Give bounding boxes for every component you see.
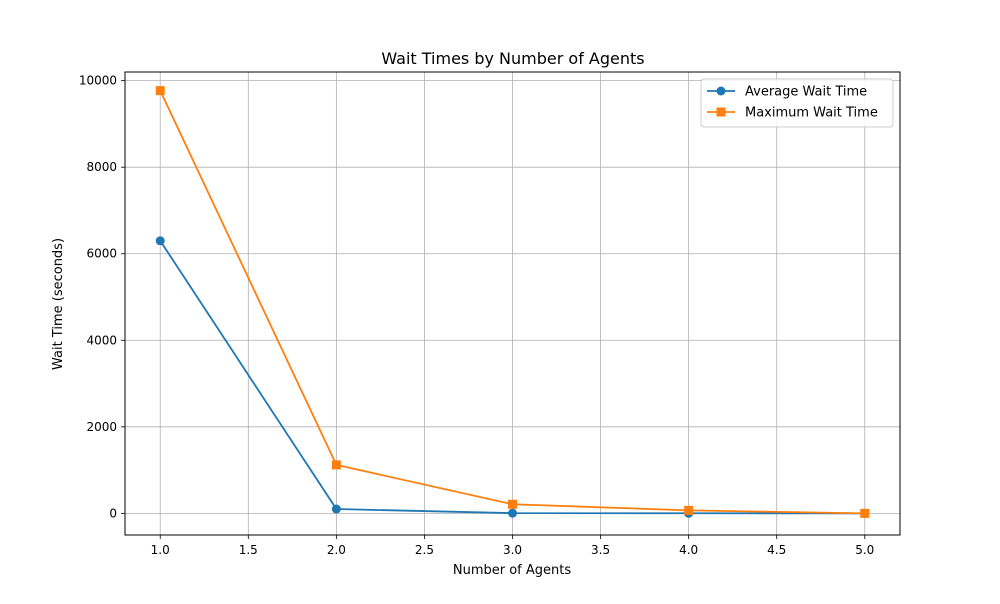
y-tick-label: 6000 [86,247,117,261]
x-tick-label: 1.5 [239,543,258,557]
y-tick-label: 10000 [79,74,117,88]
data-point [684,505,694,515]
data-point [508,508,517,518]
legend-marker [716,107,726,117]
x-tick-label: 2.0 [327,543,346,557]
legend-marker [716,86,726,96]
legend-box [700,78,894,128]
y-axis-label: Wait Time (seconds) [51,238,66,370]
legend: Average Wait Time Maximum Wait Time [700,78,894,128]
legend-label: Maximum Wait Time [745,106,878,121]
x-tick-label: 3.0 [503,543,522,557]
x-axis-ticks: 1.0 1.5 2.0 2.5 3.0 3.5 4.0 4.5 5.0 [151,535,874,557]
chart-title: Wait Times by Number of Agents [381,49,644,68]
x-tick-label: 2.5 [415,543,434,557]
y-axis-ticks: 0 2000 4000 6000 8000 10000 [79,74,125,520]
series-layer [155,86,870,518]
grid [125,72,900,535]
y-tick-label: 4000 [86,333,117,347]
y-tick-label: 2000 [86,420,117,434]
x-tick-label: 3.5 [591,543,610,557]
x-tick-label: 1.0 [151,543,170,557]
data-point [331,504,341,514]
legend-entries: Average Wait Time Maximum Wait Time [707,85,878,121]
series-maximum-wait-time [155,86,870,518]
data-point [331,460,341,470]
data-point [860,508,870,518]
x-axis-label: Number of Agents [453,563,571,578]
data-point [508,499,517,509]
x-tick-label: 5.0 [855,543,874,557]
data-point [155,86,165,96]
x-tick-label: 4.5 [767,543,786,557]
y-tick-label: 8000 [86,160,117,174]
legend-label: Average Wait Time [745,85,867,100]
x-tick-label: 4.0 [679,543,698,557]
y-tick-label: 0 [109,506,117,520]
data-point [155,236,165,246]
